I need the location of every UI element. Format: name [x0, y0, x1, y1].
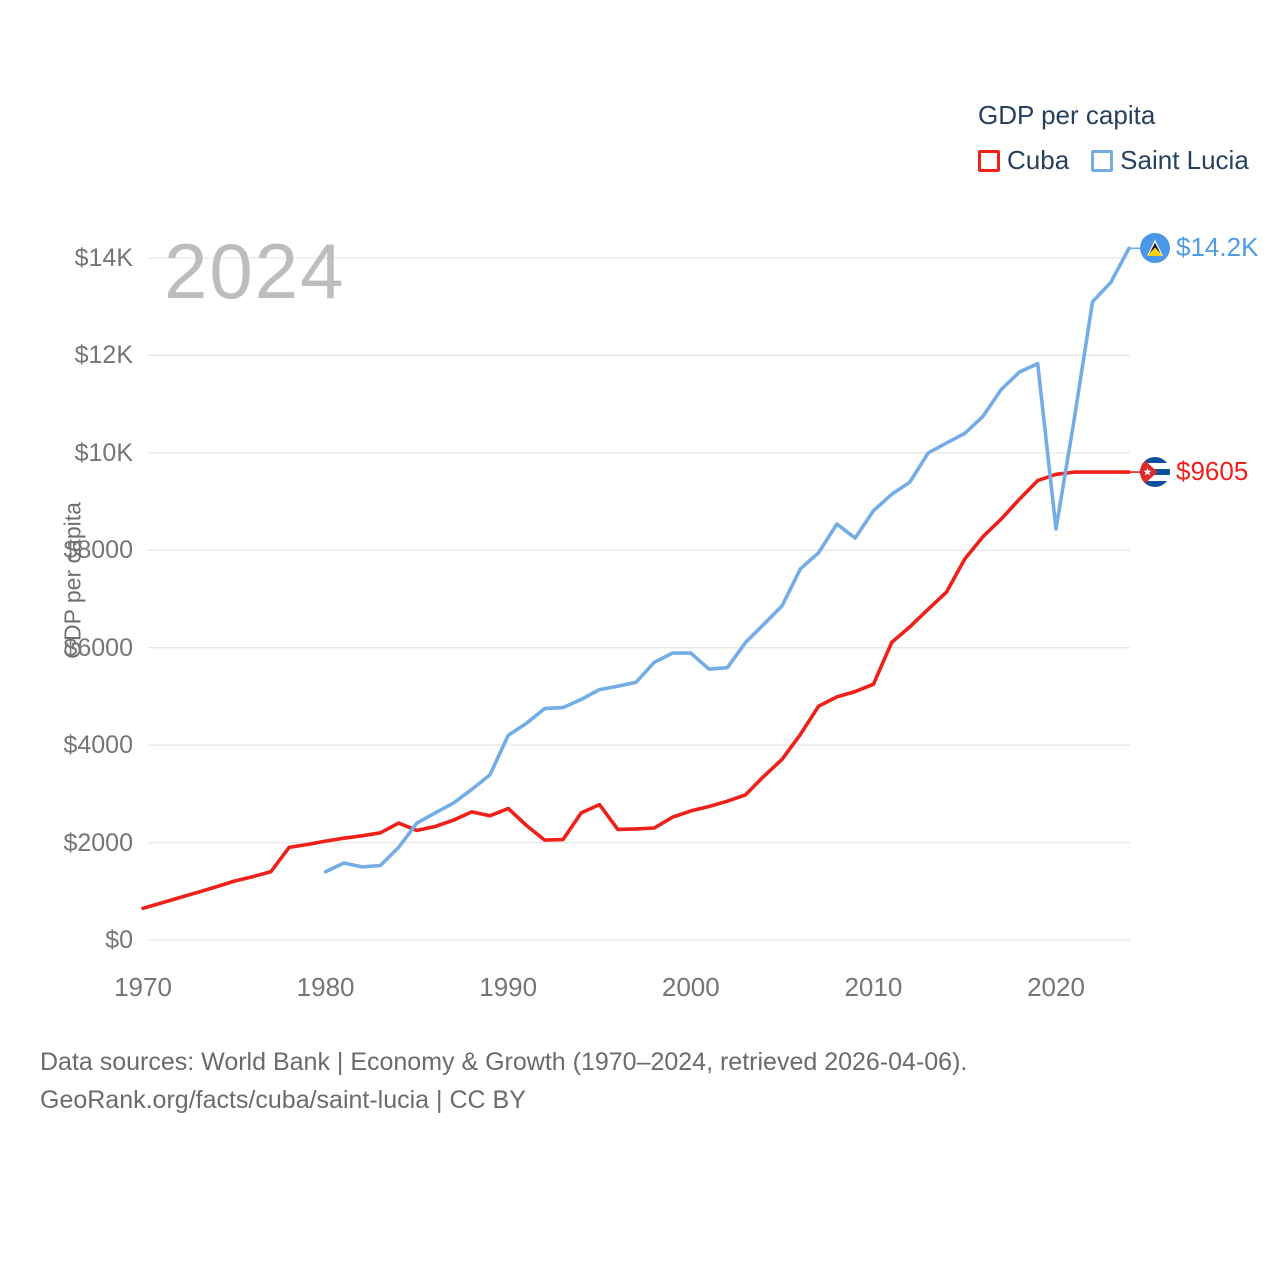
legend-items: Cuba Saint Lucia	[978, 145, 1263, 176]
x-tick-label: 1970	[114, 972, 172, 1002]
cuba-flag-icon	[1140, 457, 1170, 488]
legend-title: GDP per capita	[978, 100, 1156, 130]
attribution-note: GeoRank.org/facts/cuba/saint-lucia | CC …	[40, 1086, 526, 1114]
legend-item-label: Cuba	[1007, 145, 1070, 175]
cuba-swatch-icon	[978, 149, 1000, 172]
y-tick-label: $12K	[74, 341, 133, 370]
x-tick-label: 1980	[296, 972, 355, 1002]
legend-item-label: Saint Lucia	[1120, 145, 1249, 175]
legend-item-cuba[interactable]: Cuba	[978, 145, 1069, 176]
y-tick-label: $14K	[74, 244, 133, 272]
y-tick-label: $0	[105, 926, 133, 954]
y-tick-label: $10K	[74, 438, 133, 467]
saint-lucia-swatch-icon	[1091, 149, 1114, 172]
data-source-note: Data sources: World Bank | Economy & Gro…	[40, 1048, 968, 1076]
cuba-end-value: $9605	[1176, 456, 1249, 487]
x-tick-label: 2000	[661, 972, 720, 1002]
legend-item-saint-lucia[interactable]: Saint Lucia	[1091, 145, 1249, 176]
legend: GDP per capita Cuba Saint Lucia	[978, 100, 1263, 176]
saint-lucia-end-value: $14.2K	[1176, 232, 1259, 263]
y-tick-label: $4000	[63, 731, 133, 760]
y-tick-label: $6000	[63, 633, 133, 662]
x-tick-label: 2010	[844, 972, 903, 1002]
y-tick-label: $2000	[63, 828, 133, 857]
chart-canvas	[141, 246, 1155, 941]
x-tick-label: 1990	[479, 972, 538, 1002]
x-tick-label: 2020	[1027, 972, 1085, 1002]
year-watermark: 2024	[164, 227, 346, 315]
saint-lucia-flag-icon	[1140, 233, 1170, 264]
y-tick-label: $8000	[63, 536, 133, 565]
